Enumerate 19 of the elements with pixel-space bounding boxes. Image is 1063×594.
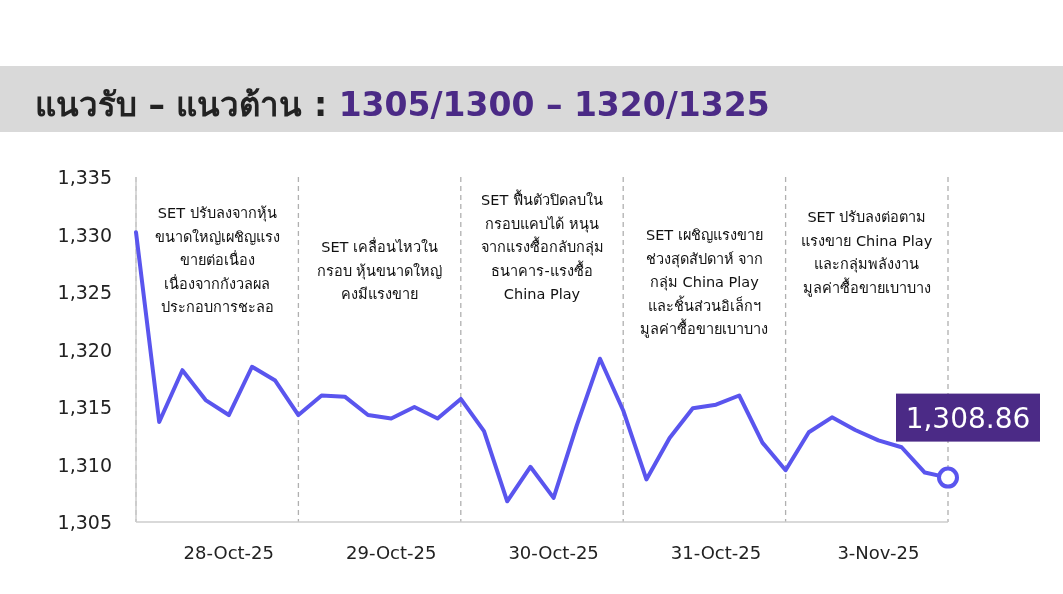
annotation: SET ฟื้นตัวปิดลบใน กรอบแคบได้ หนุน จากแรงซื้อกลับกลุ่ม ธนาคาร-แรงซื้อ China Play (480, 189, 604, 302)
annotation: SET ปรับลงจากหุ้น ขนาดใหญ่เผชิญแรง ขายต่อเนื่อง เนื่องจากกังวลผล ประกอบการชะลอ (154, 205, 280, 315)
x-tick-label: 30-Oct-25 (508, 542, 599, 563)
y-tick-label: 1,310 (57, 453, 112, 476)
annotation: SET เผชิญแรงขาย ช่วงสุดสัปดาห์ จาก กลุ่ม China Play และชิ้นส่วนอิเล็กฯ มูลค่าซื้อขายเบาบาง (640, 227, 769, 338)
chart-title: แนวรับ – แนวต้าน : 1305/1300 – 1320/1325 (35, 85, 770, 124)
y-tick-label: 1,320 (57, 338, 112, 361)
annotation: SET เคลื่อนไหวใน กรอบ หุ้นขนาดใหญ่ คงมีแรงขาย (316, 237, 443, 302)
annotation: SET ปรับลงต่อตาม แรงขาย China Play และกลุ่มพลังงาน มูลค่าซื้อขายเบาบาง (801, 209, 933, 297)
x-tick-label: 29-Oct-25 (345, 542, 437, 563)
y-tick-label: 1,315 (57, 396, 112, 418)
x-tick-label: 28-Oct-25 (183, 542, 275, 563)
x-tick-label: 3-Nov-25 (837, 542, 920, 563)
x-tick-label: 31-Oct-25 (670, 542, 762, 563)
y-tick-label: 1,325 (57, 281, 112, 303)
y-tick-label: 1,305 (57, 511, 112, 533)
data-label: 1,308.86 (905, 401, 1031, 435)
y-tick-label: 1,335 (57, 166, 112, 188)
y-tick-label: 1,330 (57, 223, 112, 246)
